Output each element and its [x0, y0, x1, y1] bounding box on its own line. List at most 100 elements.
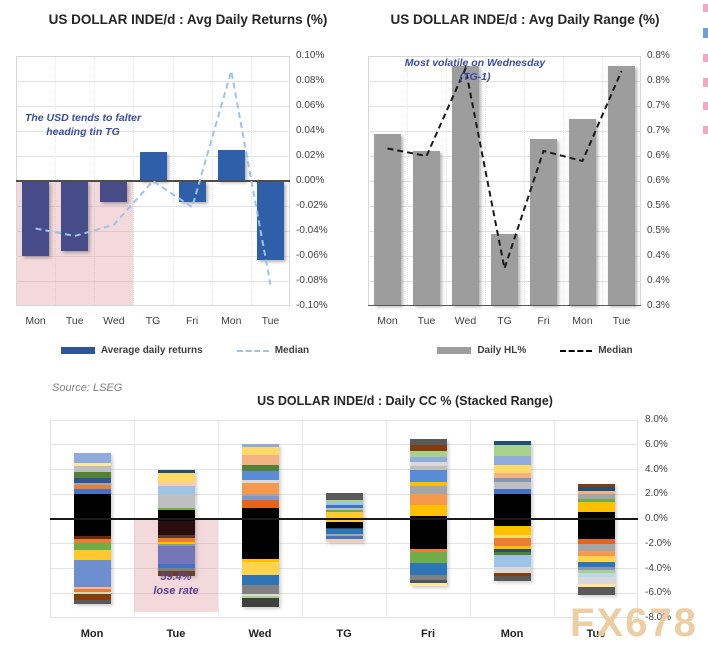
y-tick-label: -0.08%	[296, 275, 328, 286]
stack-segment	[73, 494, 111, 537]
stack-segment	[325, 511, 363, 523]
avg-daily-returns-bar-TG	[139, 152, 167, 181]
edge-artifact-mark	[703, 102, 708, 110]
edge-artifact-mark	[703, 126, 708, 134]
zero-axis	[16, 180, 290, 182]
stack-segment	[157, 538, 195, 542]
gridline-h	[16, 80, 290, 82]
stack-segment	[241, 483, 279, 494]
avg-daily-returns-bar-Mon	[217, 149, 245, 181]
x-tick-label: Mon	[80, 628, 104, 640]
avg-daily-returns-bar-Wed	[100, 181, 128, 203]
x-tick-label: Tue	[261, 315, 280, 327]
gridline-h	[16, 130, 290, 132]
stack-segment	[73, 489, 111, 495]
stack-segment	[493, 555, 531, 568]
stack-segment	[493, 441, 531, 445]
stack-segment	[157, 510, 195, 522]
stack-segment	[241, 496, 279, 500]
stack-segment	[157, 482, 195, 487]
returns-bar-swatch-icon	[60, 347, 95, 354]
range-annotation: Most volatile on Wednesday (TG-1)	[404, 57, 546, 83]
stack-segment	[577, 544, 615, 552]
y-tick-label: 0.10%	[296, 50, 325, 61]
stack-segment	[577, 499, 615, 503]
stack-segment	[325, 533, 363, 536]
avg-daily-returns-bar-Tue	[256, 181, 284, 260]
lose-rate-annotation: 59.4% lose rate	[139, 570, 213, 599]
stack-segment	[157, 541, 195, 545]
stack-segment	[493, 489, 531, 494]
stack-segment	[325, 522, 363, 528]
stack-segment	[241, 443, 279, 448]
x-tick-label: Mon	[500, 628, 524, 640]
stack-segment	[73, 559, 111, 587]
gridline-v	[485, 57, 486, 305]
stack-segment	[409, 438, 447, 446]
stacked-column-3-TG	[325, 493, 363, 542]
stack-segment	[409, 574, 447, 581]
stack-segment	[325, 509, 363, 512]
stack-segment	[577, 551, 615, 557]
gridline-h	[16, 280, 290, 282]
gridline-v	[407, 57, 408, 305]
stack-segment	[241, 593, 279, 597]
stack-segment	[493, 464, 531, 474]
stack-segment	[409, 485, 447, 495]
stack-segment	[409, 551, 447, 564]
y-tick-label: 0.04%	[296, 125, 325, 136]
gridline-h	[50, 543, 638, 545]
stack-segment	[157, 564, 195, 568]
stack-segment	[577, 570, 615, 573]
stack-segment	[493, 549, 531, 553]
returns-median-legend-label: Median	[274, 345, 310, 356]
stack-segment	[241, 507, 279, 559]
x-tick-label: Tue	[166, 628, 186, 640]
x-tick-label: Mon	[572, 315, 593, 327]
stack-segment	[577, 483, 615, 487]
edge-artifact-mark	[703, 28, 708, 38]
stack-segment	[577, 567, 615, 571]
stack-segment	[241, 574, 279, 586]
edge-artifact-mark	[703, 78, 708, 87]
gridline-h	[16, 205, 290, 207]
stack-segment	[73, 593, 111, 600]
stack-segment	[409, 470, 447, 483]
stacked-column-2-Wed	[241, 443, 279, 607]
y-tick-label: 0.3%	[647, 300, 670, 311]
stacked-column-6-Tue	[577, 483, 615, 595]
stack-segment	[493, 444, 531, 456]
y-tick-label: 0.7%	[647, 100, 670, 111]
x-tick-label: TG	[336, 628, 352, 640]
x-tick-label: Wed	[248, 628, 272, 640]
gridline-h	[368, 155, 641, 157]
stack-segment	[157, 472, 195, 483]
y-tick-label: 0.4%	[647, 275, 670, 286]
stack-segment	[409, 450, 447, 458]
stack-segment	[73, 599, 111, 605]
stack-segment	[409, 504, 447, 517]
stack-segment	[493, 473, 531, 479]
stack-segment	[241, 596, 279, 599]
stacked-column-5-Mon	[493, 441, 531, 582]
stack-segment	[325, 529, 363, 534]
y-tick-label: 0.6%	[647, 175, 670, 186]
avg-daily-returns-bar-Mon	[22, 181, 50, 256]
y-tick-label: 0.6%	[647, 150, 670, 161]
y-tick-label: 0.8%	[647, 50, 670, 61]
y-tick-label: -6.0%	[645, 587, 672, 599]
stack-segment	[241, 499, 279, 508]
stack-segment	[73, 465, 111, 472]
gridline-v	[446, 57, 447, 305]
y-tick-label: 0.06%	[296, 100, 325, 111]
range-legend-label: Daily HL%	[477, 345, 527, 356]
stack-segment	[325, 499, 363, 503]
stack-segment	[325, 507, 363, 510]
stack-segment	[493, 538, 531, 547]
stack-segment	[577, 493, 615, 500]
y-tick-label: 0.02%	[296, 150, 325, 161]
avg-daily-range-bar-Mon	[374, 133, 401, 305]
gridline-h	[50, 568, 638, 569]
lose-rate-value: 59.4%	[160, 571, 192, 583]
x-tick-label: Fri	[420, 628, 436, 640]
